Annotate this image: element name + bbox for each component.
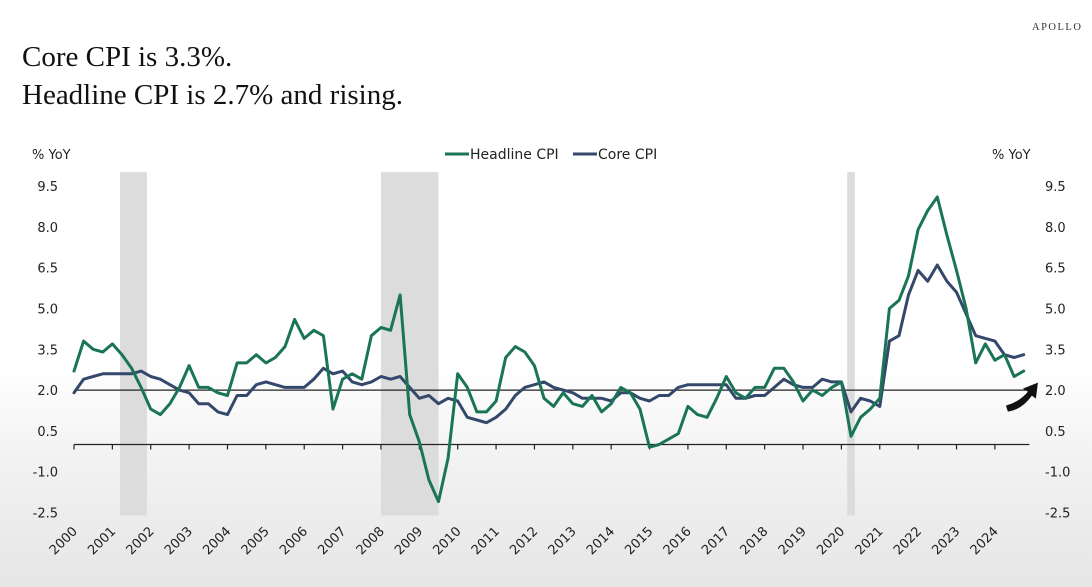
right-y-axis: 9.5 8.0 6.5 5.0 3.5 2.0 0.5 -1.0 -2.5 xyxy=(1045,180,1070,521)
x-tick-label: 2009 xyxy=(392,524,426,558)
x-tick-label: 2018 xyxy=(737,524,771,558)
x-tick-label: 2019 xyxy=(776,524,810,558)
rising-arrow-icon xyxy=(1005,382,1038,412)
right-y-tick-label: 0.5 xyxy=(1045,425,1066,440)
legend: Headline CPI Core CPI xyxy=(445,147,657,163)
x-tick-label: 2021 xyxy=(853,524,887,558)
left-axis-unit-label: % YoY xyxy=(32,148,71,163)
core-cpi-line xyxy=(72,263,1026,425)
left-y-tick-label: -2.5 xyxy=(33,507,58,522)
left-y-axis: 9.5 8.0 6.5 5.0 3.5 2.0 0.5 -1.0 -2.5 xyxy=(33,180,58,521)
x-tick-label: 2024 xyxy=(968,524,1002,558)
x-tick-label: 2015 xyxy=(622,524,656,558)
x-tick-label: 2017 xyxy=(699,524,733,558)
legend-core-label: Core CPI xyxy=(598,147,657,163)
left-y-tick-label: 6.5 xyxy=(37,262,58,277)
x-tick-label: 2023 xyxy=(929,524,963,558)
right-y-tick-label: 2.0 xyxy=(1045,384,1066,399)
right-y-tick-label: 6.5 xyxy=(1045,262,1066,277)
title-line-headline: Headline CPI is 2.7% and rising. xyxy=(22,79,403,111)
left-y-tick-label: -1.0 xyxy=(33,466,58,481)
x-tick-label: 2000 xyxy=(47,524,81,558)
x-tick-label: 2016 xyxy=(661,524,695,558)
left-y-tick-label: 5.0 xyxy=(37,303,58,318)
recession-band-0 xyxy=(120,172,147,516)
recession-band-1 xyxy=(380,172,439,516)
chart-title: Core CPI is 3.3%. Headline CPI is 2.7% a… xyxy=(22,38,403,114)
x-tick-label: 2006 xyxy=(277,524,311,558)
x-tick-label: 2005 xyxy=(239,524,273,558)
right-y-tick-label: 3.5 xyxy=(1045,343,1066,358)
title-line-core: Core CPI is 3.3%. xyxy=(22,41,233,73)
x-tick-label: 2007 xyxy=(315,524,349,558)
x-tick-label: 2008 xyxy=(354,524,388,558)
right-y-tick-label: -1.0 xyxy=(1045,466,1070,481)
x-tick-label: 2013 xyxy=(546,524,580,558)
x-tick-label: 2001 xyxy=(85,524,119,558)
left-y-tick-label: 2.0 xyxy=(37,384,58,399)
series-group xyxy=(72,195,1026,504)
left-y-tick-label: 0.5 xyxy=(37,425,58,440)
left-y-tick-label: 8.0 xyxy=(37,221,58,236)
x-tick-label: 2020 xyxy=(814,524,848,558)
right-y-tick-label: 9.5 xyxy=(1045,180,1066,195)
x-tick-label: 2003 xyxy=(162,524,196,558)
right-y-tick-label: 5.0 xyxy=(1045,303,1066,318)
x-tick-label: 2022 xyxy=(891,524,925,558)
headline-cpi-line xyxy=(72,195,1026,504)
x-tick-label: 2004 xyxy=(200,524,234,558)
right-y-tick-label: -2.5 xyxy=(1045,507,1070,522)
x-tick-label: 2012 xyxy=(507,524,541,558)
x-tick-label: 2014 xyxy=(584,524,618,558)
arrow-shape xyxy=(1005,382,1038,412)
x-tick-label: 2010 xyxy=(431,524,465,558)
left-y-tick-label: 3.5 xyxy=(37,343,58,358)
x-tick-label: 2002 xyxy=(124,524,158,558)
x-axis: 2000 2001 2002 2003 2004 2005 2006 2007 2008 2009… xyxy=(47,443,1030,558)
left-y-tick-label: 9.5 xyxy=(37,180,58,195)
legend-headline-label: Headline CPI xyxy=(470,147,559,163)
x-tick-label: 2011 xyxy=(469,524,503,558)
right-axis-unit-label: % YoY xyxy=(992,148,1031,163)
apollo-logo: APOLLO xyxy=(1032,22,1083,33)
right-y-tick-label: 8.0 xyxy=(1045,221,1066,236)
recession-bands xyxy=(120,172,855,516)
recession-band-2 xyxy=(847,172,855,516)
